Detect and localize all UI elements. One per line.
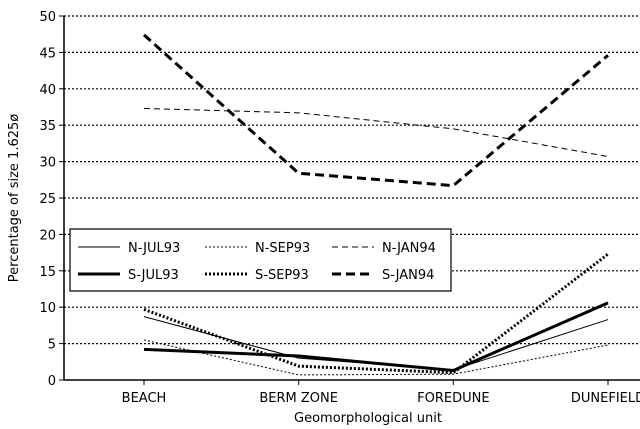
x-axis-ticks: BEACH BERM ZONE FOREDUNE DUNEFIELD bbox=[122, 380, 640, 406]
y-tick-label: 10 bbox=[39, 301, 56, 316]
x-axis-label: Geomorphological unit bbox=[294, 411, 442, 426]
x-tick-label: BEACH bbox=[122, 391, 167, 406]
y-tick-label: 40 bbox=[39, 83, 56, 98]
series-line-n-sep93 bbox=[143, 339, 609, 376]
y-tick-label: 50 bbox=[39, 10, 56, 25]
legend-label: S-JUL93 bbox=[128, 268, 179, 283]
x-tick-label: FOREDUNE bbox=[417, 391, 489, 406]
series-line-s-jan94 bbox=[143, 33, 609, 188]
legend-label: N-JUL93 bbox=[128, 241, 180, 256]
legend-label: N-SEP93 bbox=[255, 241, 310, 256]
legend-label: N-JAN94 bbox=[382, 241, 436, 256]
y-tick-label: 0 bbox=[48, 374, 56, 389]
x-tick-label: BERM ZONE bbox=[259, 391, 338, 406]
y-tick-label: 25 bbox=[39, 192, 56, 207]
y-tick-label: 35 bbox=[39, 119, 56, 134]
y-axis-ticks: 0 5 10 15 20 25 30 35 40 45 50 bbox=[39, 10, 640, 389]
series-line-s-jul93 bbox=[143, 301, 609, 373]
y-tick-label: 30 bbox=[39, 156, 56, 171]
series-lines bbox=[143, 33, 609, 376]
legend-label: S-SEP93 bbox=[255, 268, 309, 283]
series-line-s-sep93 bbox=[143, 252, 609, 375]
y-tick-label: 5 bbox=[48, 338, 56, 353]
gridlines bbox=[64, 15, 640, 345]
y-axis-label: Percentage of size 1.625ø bbox=[7, 114, 22, 282]
series-line-n-jan94 bbox=[143, 107, 609, 157]
legend: N-JUL93 N-SEP93 N-JAN94 S-JUL93 S-SEP93 S-JAN… bbox=[69, 228, 452, 292]
y-tick-label: 45 bbox=[39, 46, 56, 61]
legend-box bbox=[69, 228, 452, 292]
y-tick-label: 15 bbox=[39, 265, 56, 280]
y-tick-label: 20 bbox=[39, 228, 56, 243]
legend-label: S-JAN94 bbox=[382, 268, 434, 283]
x-tick-label: DUNEFIELD bbox=[571, 391, 640, 406]
